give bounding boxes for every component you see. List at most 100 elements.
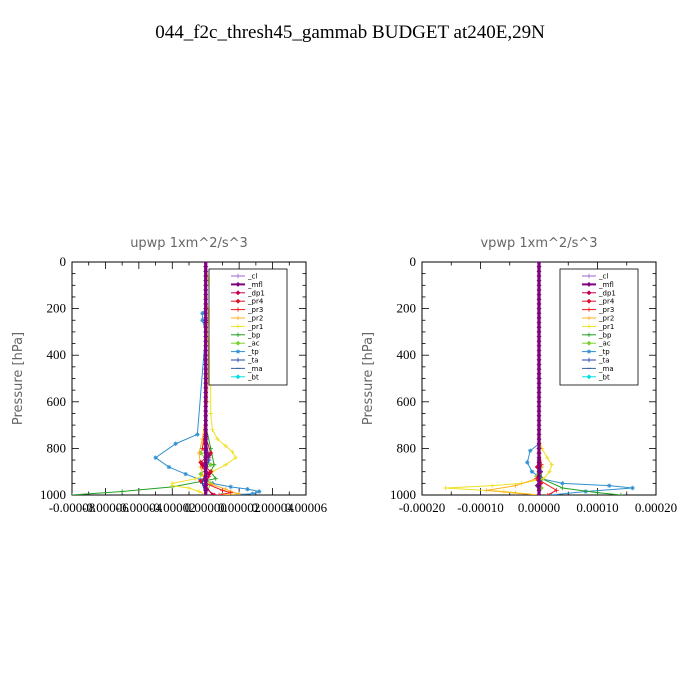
legend: _cl_mfl_dp1_pr4_pr3_pr2_pr1_bp_ac_tp_ta_…	[559, 268, 639, 386]
legend-marker	[235, 340, 241, 346]
legend-marker	[235, 281, 241, 287]
legend-label: _ma	[598, 365, 614, 373]
legend-label: _ta	[598, 357, 610, 365]
legend-label: _cl	[598, 273, 608, 281]
legend-label: _pr1	[247, 323, 263, 331]
panel-title: upwp 1xm^2/s^3	[130, 236, 248, 251]
y-axis-label: Pressure [hPa]	[361, 332, 376, 425]
series-point-pr1	[170, 483, 175, 488]
x-tick-label: -0.00006	[82, 500, 129, 515]
figure-title: 044_f2c_thresh45_gammab BUDGET at240E,29…	[155, 22, 545, 43]
series-point-dp1	[209, 492, 215, 495]
x-tick-label: 0.00004	[251, 500, 294, 515]
series-point-pr1	[549, 462, 555, 467]
series-point-pr3	[220, 488, 225, 493]
series-point-pr1	[215, 436, 220, 442]
legend-marker	[235, 324, 241, 329]
y-tick-label: 600	[47, 394, 67, 409]
chart-panel-1: upwp 1xm^2/s^3 Pressure [hPa] 0 200 400 600 80…	[11, 236, 328, 515]
series-point-bp	[211, 462, 217, 467]
legend-marker	[235, 374, 241, 380]
series-point-pr2	[513, 483, 518, 488]
x-tick-label: -0.00008	[49, 500, 96, 515]
series-point-dp1	[199, 462, 205, 468]
x-tick-label: 0.00002	[218, 500, 260, 515]
series-point-bp	[213, 476, 218, 481]
series-point-pr1	[186, 485, 192, 491]
y-tick-label: 800	[397, 440, 417, 455]
y-tick-label: 0	[60, 254, 67, 269]
legend-label: _tp	[247, 348, 259, 356]
x-tick-label: -0.00010	[457, 500, 504, 515]
series-point-tp	[560, 481, 565, 486]
series-point-pr1	[544, 455, 550, 460]
series-point-pr3	[228, 490, 233, 495]
legend-marker	[586, 349, 592, 354]
series-point-pr3	[545, 492, 550, 495]
series-point-tp	[607, 483, 612, 488]
legend-label: _ac	[247, 340, 260, 348]
series-point-bp	[618, 492, 624, 495]
series-point-tp	[250, 491, 255, 495]
legend-marker	[586, 340, 592, 346]
series-point-pr2	[223, 486, 228, 492]
y-tick-label: 1000	[390, 487, 416, 502]
y-tick-label: 800	[47, 440, 67, 455]
series-point-ta	[206, 457, 212, 463]
series-point-pr2	[236, 491, 242, 495]
series-point-pr1	[210, 427, 215, 432]
legend-label: _pr1	[598, 323, 614, 331]
legend-marker	[235, 357, 241, 363]
x-tick-label: 0.00000	[185, 500, 227, 515]
series-point-pr1	[547, 469, 552, 474]
series-point-bp	[560, 485, 565, 491]
legend-marker	[586, 298, 592, 304]
legend-label: _mfl	[598, 281, 614, 289]
y-tick-label: 0	[410, 254, 417, 269]
series-point-pr3	[216, 492, 222, 495]
series-point-pr1	[490, 483, 495, 488]
series-point-tp	[525, 460, 530, 465]
legend-label: _bp	[598, 331, 612, 339]
legend: _cl_mfl_dp1_pr4_pr3_pr2_pr1_bp_ac_tp_ta_…	[208, 268, 288, 386]
legend-label: _pr4	[598, 298, 615, 306]
series-point-pr1	[223, 443, 228, 449]
x-tick-label: 0.00020	[635, 500, 677, 515]
y-tick-label: 200	[397, 301, 417, 316]
series-point-pr1	[223, 462, 228, 467]
x-tick-label: -0.00004	[116, 500, 163, 515]
y-tick-label: 1000	[40, 487, 66, 502]
legend-label: _ta	[247, 357, 259, 365]
legend-marker	[235, 307, 241, 312]
series-point-tp	[228, 484, 233, 490]
legend-label: _tp	[598, 348, 610, 356]
series-point-tp	[529, 469, 535, 474]
legend-label: _bt	[598, 373, 610, 381]
series-point-tp	[195, 432, 200, 437]
series-point-tp	[200, 318, 205, 323]
legend-label: _dp1	[598, 289, 616, 297]
series-point-tp	[200, 311, 205, 316]
legend-marker	[235, 315, 241, 321]
legend-label: _bt	[247, 373, 259, 381]
series-point-mfl	[203, 492, 209, 495]
legend-label: _cl	[247, 273, 257, 281]
y-tick-label: 600	[397, 394, 417, 409]
series-point-ta	[200, 481, 205, 486]
series-point-bp	[595, 490, 600, 495]
series-point-tp	[528, 448, 533, 453]
series-point-tp	[173, 441, 178, 446]
series-point-pr1	[443, 485, 448, 491]
series-point-pr1	[230, 449, 235, 455]
series-point-pr2	[513, 490, 518, 495]
x-tick-label: 0.00010	[576, 500, 618, 515]
series-point-pr1	[233, 455, 238, 460]
series-point-pr1	[193, 476, 198, 481]
series-point-pr1	[541, 476, 546, 481]
series-point-tp	[630, 485, 635, 491]
legend-marker	[586, 290, 592, 296]
series-point-pr2	[220, 492, 225, 495]
legend-label: _pr2	[598, 315, 614, 323]
x-tick-label: -0.00002	[149, 500, 196, 515]
